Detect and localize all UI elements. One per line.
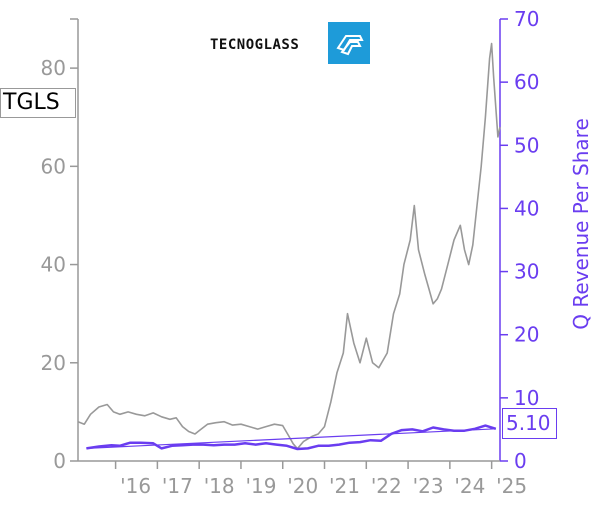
current-value-label: 5.10: [502, 408, 557, 439]
right-tick-label: 20: [514, 323, 539, 347]
right-tick-label: 60: [514, 70, 539, 94]
x-tick-label: '21: [329, 474, 360, 498]
x-tick-label: '23: [413, 474, 444, 498]
x-tick-label: '18: [204, 474, 235, 498]
right-tick-label: 10: [514, 386, 539, 410]
x-tick-label: '20: [287, 474, 318, 498]
x-tick-label: '24: [454, 474, 485, 498]
left-tick-label: 40: [41, 253, 66, 277]
ticker-label: TGLS: [0, 88, 76, 118]
x-tick-label: '19: [245, 474, 276, 498]
left-tick-label: 60: [41, 154, 66, 178]
left-tick-label: 80: [41, 56, 66, 80]
left-tick-label: 0: [53, 449, 66, 473]
x-tick-label: '16: [120, 474, 151, 498]
revenue-trend-line: [86, 428, 496, 449]
tecnoglass-logo-icon: [328, 22, 370, 64]
right-tick-label: 70: [514, 7, 539, 31]
revenue-line: [86, 424, 497, 451]
x-tick-label: '17: [162, 474, 193, 498]
x-tick-label: '25: [496, 474, 527, 498]
price-line: [77, 42, 501, 450]
right-tick-label: 40: [514, 196, 539, 220]
right-tick-label: 50: [514, 133, 539, 157]
right-tick-label: 30: [514, 260, 539, 284]
right-tick-label: 0: [514, 449, 527, 473]
right-axis-label: Q Revenue Per Share: [569, 118, 593, 330]
brand-name: TECNOGLASS: [210, 37, 300, 53]
x-tick-label: '22: [371, 474, 402, 498]
left-tick-label: 20: [41, 351, 66, 375]
